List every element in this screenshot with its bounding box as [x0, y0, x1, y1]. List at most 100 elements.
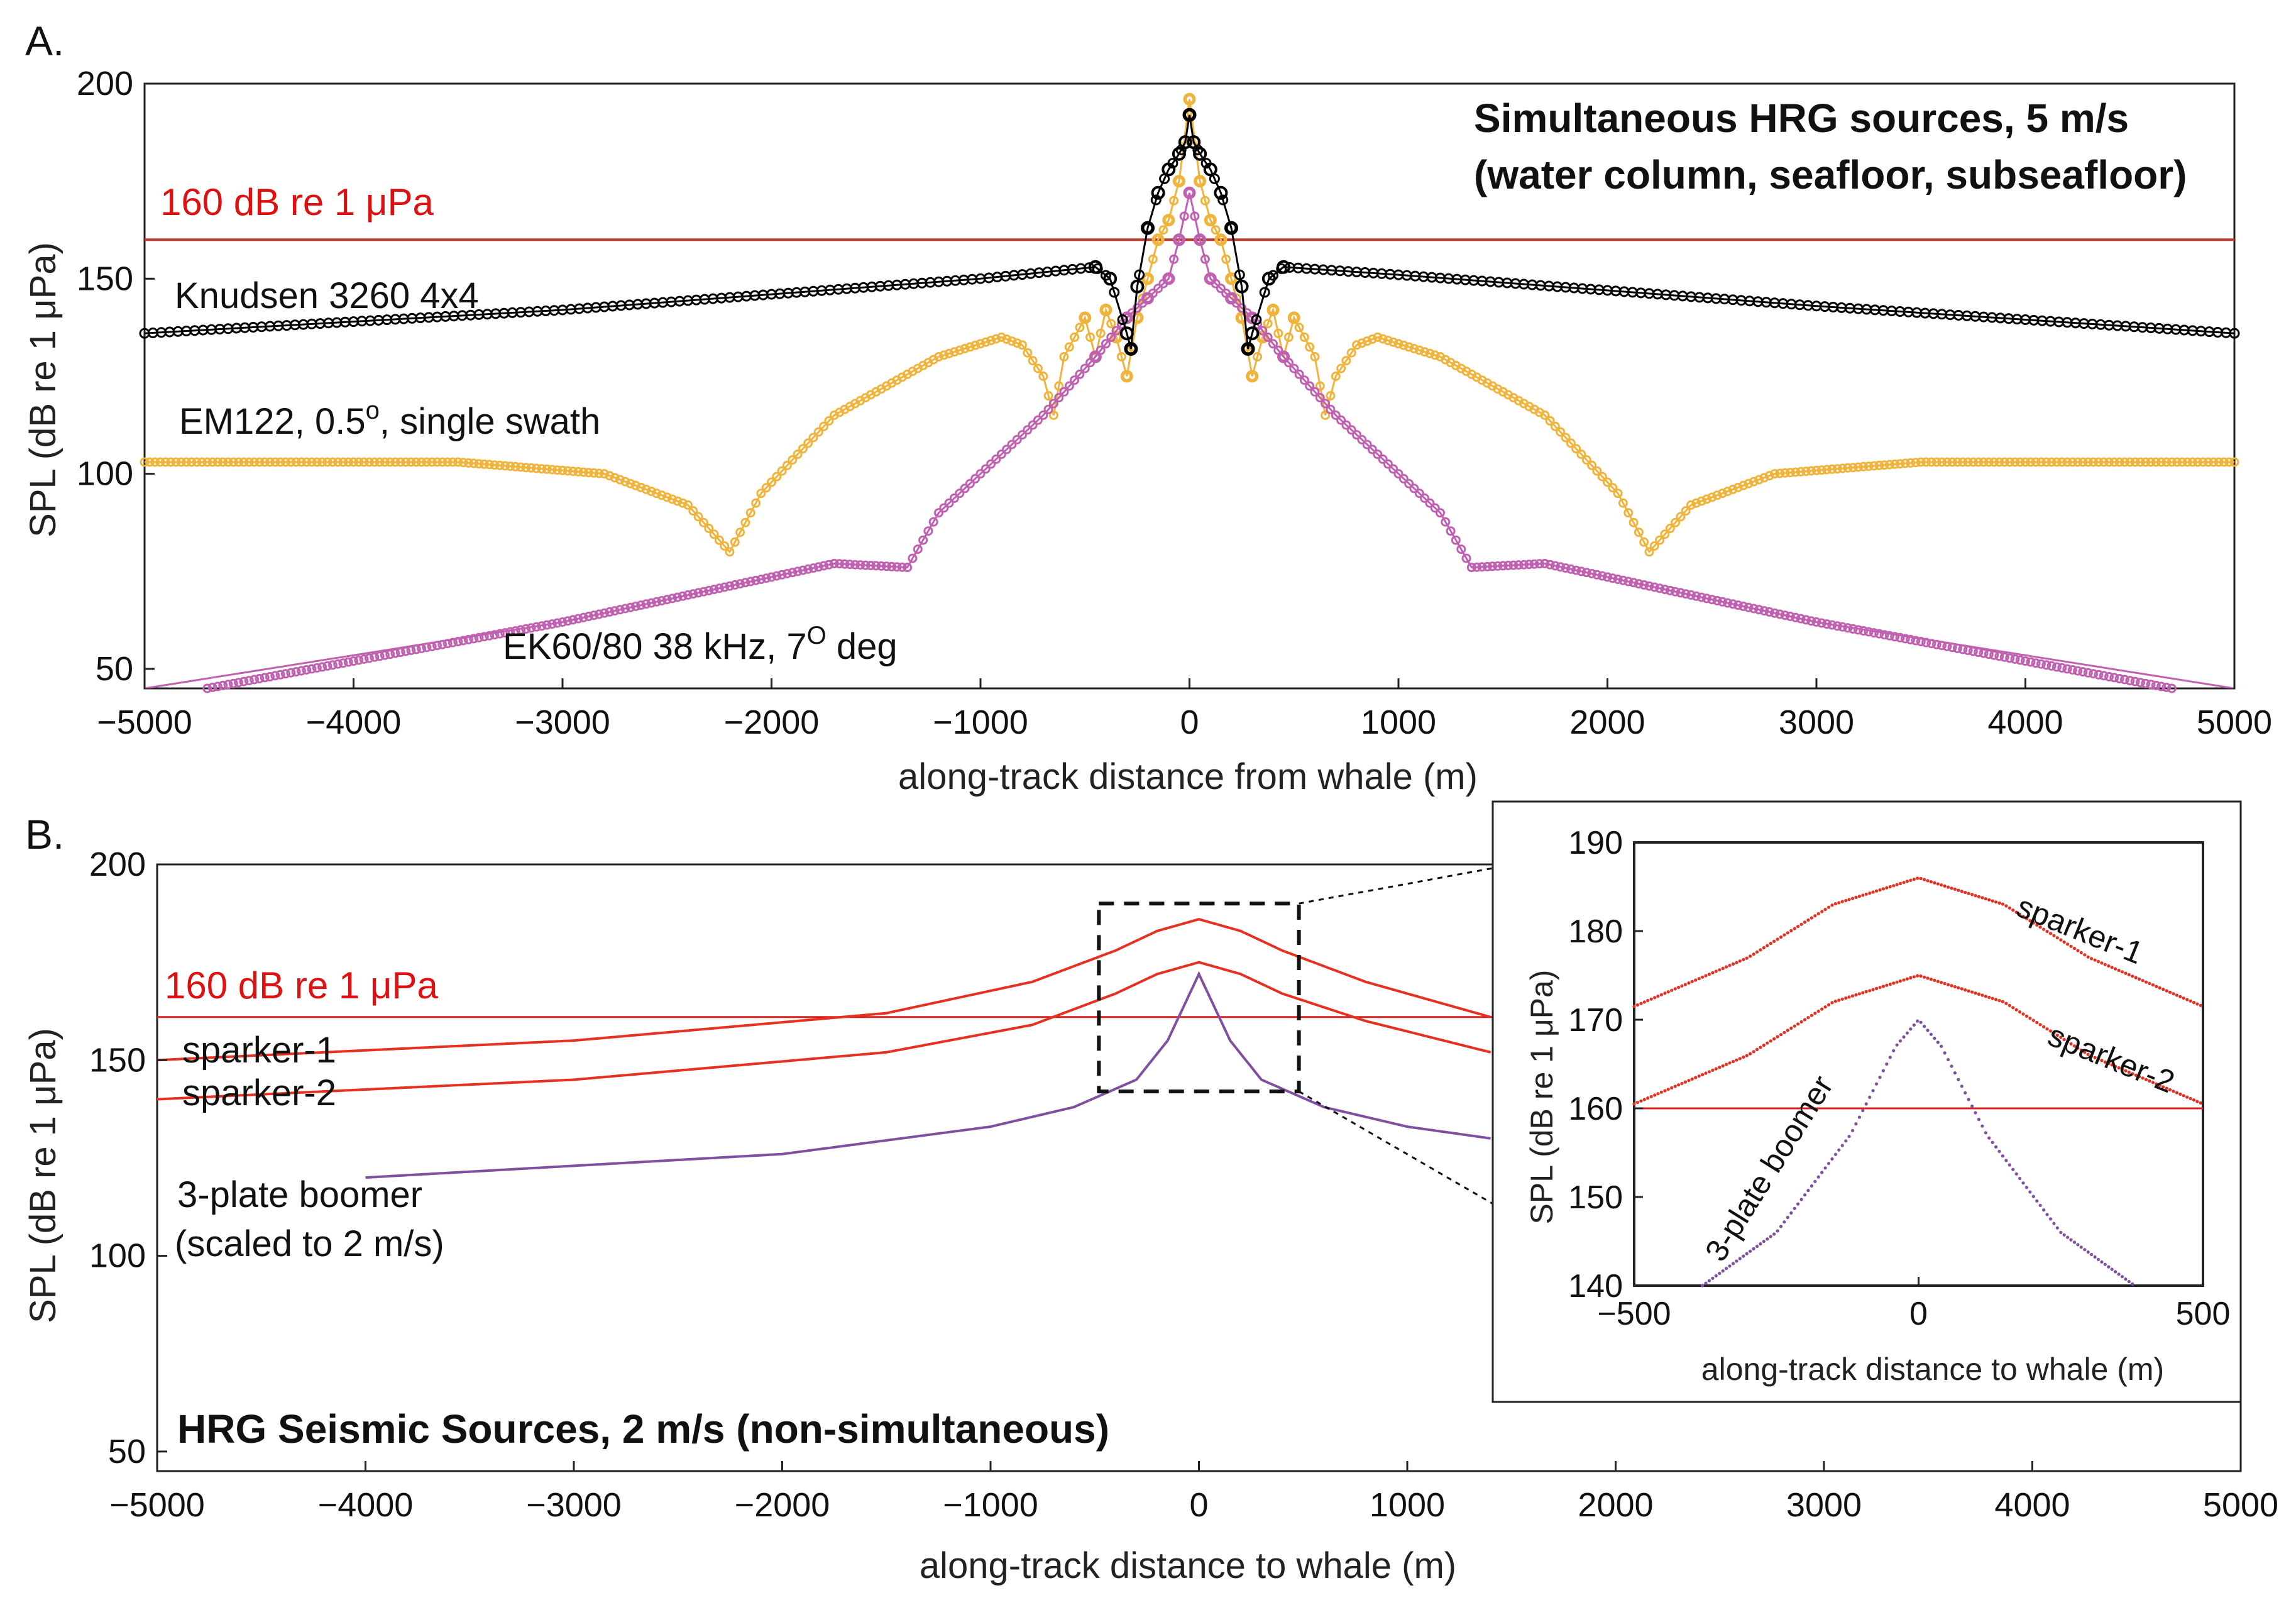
inset-series-sparker-1-point [1823, 908, 1827, 912]
series-ek60-point [709, 585, 719, 595]
inset-series-boomer-point [1752, 1247, 1755, 1250]
series-ek60-point [291, 667, 301, 677]
series-em122-point [463, 458, 473, 468]
inset-series-sparker-2-point [2117, 1066, 2121, 1070]
inset-series-sparker-2-point [2199, 1101, 2202, 1105]
inset-series-sparker-1-point [2110, 966, 2114, 969]
inset-series-boomer-point [1987, 1136, 1991, 1140]
series-em122-point [1266, 304, 1280, 316]
series-ek60-point [1989, 650, 1999, 660]
inset-series-boomer-point [1902, 1035, 1906, 1039]
inset-series-sparker-1-point [2148, 981, 2151, 985]
series-ek60-point [2010, 654, 2020, 664]
inset-series-sparker-1-point [1683, 983, 1687, 986]
series-em122-point [265, 457, 275, 467]
inset-series-sparker-1-point [1987, 898, 1991, 902]
series-em122-point [735, 527, 745, 538]
series-em122-point [390, 457, 400, 467]
inset-series-sparker-1-point [2014, 910, 2018, 914]
series-em122-point [375, 457, 385, 467]
inset-series-sparker-1-point [2189, 999, 2192, 1003]
series-em122-point [1926, 457, 1936, 467]
series-knudsen-point [1234, 269, 1245, 280]
inset-series-sparker-1-point [1895, 883, 1899, 886]
inset-series-boomer-point [1718, 1271, 1722, 1276]
series-ek60-point [1937, 641, 1947, 651]
inset-series-boomer-point [1830, 1157, 1834, 1161]
series-em122-point [1911, 458, 1921, 468]
series-em122-point [417, 457, 427, 467]
series-knudsen-point [1217, 194, 1229, 206]
inset-series-sparker-2-point [2114, 1064, 2117, 1068]
series-knudsen-point [1182, 108, 1197, 122]
inset-series-boomer-point [1810, 1184, 1813, 1188]
series-em122-point [1707, 492, 1717, 502]
inset-series-boomer-point [1868, 1095, 1872, 1099]
series-em122-point [516, 462, 525, 472]
inset-series-sparker-2-point [1632, 1102, 1636, 1106]
series-em122-point [813, 427, 823, 437]
inset-series-boomer-point [1980, 1124, 1984, 1128]
inset-series-sparker-2-point [1984, 995, 1987, 998]
series-ek60-point [1984, 649, 1994, 659]
inset-series-sparker-2-point [2178, 1092, 2182, 1096]
inset-series-sparker-2-point [1789, 1026, 1793, 1030]
series-ek60-point [782, 569, 792, 578]
series-em122-point [1172, 175, 1185, 188]
inset-series-sparker-1-point [1947, 885, 1950, 889]
inset-series-boomer-point [1974, 1111, 1977, 1115]
series-em122-point [798, 444, 808, 454]
series-ek60-point [2099, 671, 2109, 681]
series-ek60-point [1519, 560, 1529, 570]
series-ek60-point [1070, 375, 1080, 385]
series-ek60-point [1671, 587, 1681, 597]
series-em122-point [1686, 500, 1696, 510]
inset-series-sparker-1-point [1919, 876, 1923, 881]
inset-series-sparker-2-point [1943, 981, 1947, 986]
series-ek60-point [275, 670, 285, 680]
series-knudsen-point [1130, 279, 1145, 294]
series-ek60-point [1791, 612, 1801, 622]
series-em122-point [808, 433, 818, 443]
series-ek60-point [1277, 350, 1290, 363]
series-ek60-point [955, 488, 965, 499]
series-knudsen-point [1234, 279, 1249, 294]
series-em122-point [1273, 328, 1283, 338]
series-ek60-point [1321, 399, 1331, 409]
inset-series-sparker-2-point [1782, 1030, 1786, 1034]
panel-b-xtick-label: 1000 [1370, 1486, 1445, 1524]
panel-b: B. −5000 −4000 −3000 −2000 −1000 0 1000 2000 300… [23, 800, 2278, 1586]
series-ek60-point [1012, 434, 1022, 444]
series-label-sparker-1: sparker-1 [182, 1030, 336, 1071]
inset-series-sparker-2-point [1639, 1099, 1643, 1103]
series-em122-point [140, 457, 150, 467]
inset-series-boomer-point [1786, 1215, 1789, 1220]
series-ek60-point [495, 629, 505, 639]
series-ek60-point [516, 625, 525, 635]
series-em122-point [578, 467, 588, 477]
series-ek60-point [1759, 606, 1769, 616]
series-em122-point [1398, 340, 1409, 350]
series-ek60-point [1446, 526, 1456, 536]
inset-series-sparker-1-point [2120, 970, 2124, 974]
series-ek60-point [1900, 634, 1910, 644]
series-em122-point [573, 466, 583, 477]
series-ek60-point [2036, 659, 2046, 669]
panel-b-xtick-label: 5000 [2203, 1486, 2278, 1524]
inset-series-boomer-point [1994, 1145, 1998, 1149]
series-em122-point [1994, 457, 2004, 467]
series-ek60-point [1237, 303, 1247, 313]
series-ek60-point [390, 648, 400, 658]
inset-series-boomer-point [1847, 1135, 1851, 1139]
series-ek60-point [1331, 411, 1341, 420]
series-em122-point [1701, 494, 1711, 504]
inset-series-sparker-1-point [2117, 968, 2121, 973]
series-em122-point [1079, 311, 1092, 324]
series-ek60-point [819, 561, 829, 571]
series-em122-point [1336, 363, 1346, 373]
series-ek60-point [322, 661, 332, 671]
inset-series-sparker-2-point [1796, 1022, 1800, 1026]
series-ek60-point [1780, 610, 1790, 620]
zoom-box [1097, 902, 1301, 1094]
